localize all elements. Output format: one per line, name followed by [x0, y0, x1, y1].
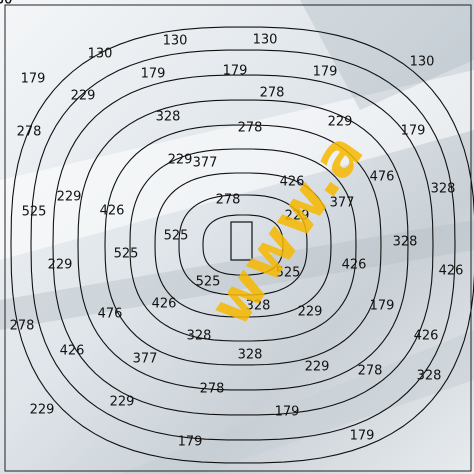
contour-line — [104, 124, 382, 366]
contour-value-label: 179 — [275, 405, 300, 420]
contour-value-label: 426 — [100, 204, 125, 219]
contour-value-label: 278 — [200, 382, 225, 397]
contour-value-label: 229 — [71, 89, 96, 104]
contour-value-label: 229 — [168, 153, 193, 168]
contour-value-label: 426 — [414, 329, 439, 344]
contour-line — [154, 172, 332, 318]
contour-value-label: 229 — [48, 258, 73, 273]
contour-value-label: 179 — [21, 72, 46, 87]
contour-value-label: 278 — [216, 193, 241, 208]
contour-value-label: 130 — [253, 33, 278, 48]
contour-value-label: 130 — [0, 0, 12, 8]
contour-value-label: 130 — [0, 0, 12, 8]
contour-value-label: 525 — [114, 247, 139, 262]
contour-value-label: 130 — [163, 34, 188, 49]
contour-line — [30, 49, 456, 441]
contour-line — [178, 194, 308, 296]
contour-value-label: 229 — [328, 115, 353, 130]
contour-value-label: 377 — [330, 196, 355, 211]
contour-value-label: 278 — [358, 364, 383, 379]
contour-value-label: 328 — [187, 329, 212, 344]
contour-line — [129, 148, 357, 342]
contour-value-label: 179 — [178, 435, 203, 450]
contour-value-label: 328 — [156, 110, 181, 125]
contour-value-label: 130 — [410, 55, 435, 70]
contour-value-label: 179 — [223, 64, 248, 79]
contour-value-label: 179 — [141, 67, 166, 82]
contour-value-label: 525 — [276, 266, 301, 281]
contour-value-label: 229 — [298, 305, 323, 320]
contour-value-label: 278 — [17, 125, 42, 140]
contour-value-label: 229 — [30, 403, 55, 418]
contour-value-label: 179 — [350, 429, 375, 444]
contour-value-label: 179 — [401, 124, 426, 139]
contour-value-label: 377 — [193, 156, 218, 171]
contour-line — [202, 214, 284, 276]
contour-value-label: 426 — [342, 258, 367, 273]
contour-value-label: 278 — [238, 121, 263, 136]
contour-value-label: 179 — [313, 65, 338, 80]
contour-value-label: 229 — [285, 209, 310, 224]
contour-value-label: 179 — [370, 299, 395, 314]
center-rectangle — [230, 221, 253, 261]
contour-value-label: 426 — [60, 344, 85, 359]
contour-value-label: 328 — [417, 369, 442, 384]
contour-value-label: 278 — [10, 319, 35, 334]
contour-line — [52, 74, 434, 416]
contour-value-label: 229 — [305, 360, 330, 375]
contour-value-label: 426 — [439, 264, 464, 279]
contour-value-label: 328 — [238, 348, 263, 363]
watermark-text: www.a — [196, 120, 377, 338]
contour-line — [77, 99, 409, 391]
contour-line — [10, 26, 474, 464]
contour-value-label: 328 — [431, 182, 456, 197]
contour-value-label: 328 — [246, 299, 271, 314]
contour-value-label: 229 — [110, 395, 135, 410]
contour-value-label: 426 — [280, 175, 305, 190]
contour-value-label: 476 — [98, 307, 123, 322]
contour-value-label: 525 — [164, 229, 189, 244]
contour-value-label: 278 — [260, 86, 285, 101]
contour-value-label: 130 — [0, 0, 12, 8]
contour-value-label: 525 — [22, 205, 47, 220]
contour-value-label: 426 — [152, 297, 177, 312]
contour-value-label: 328 — [393, 235, 418, 250]
contour-value-label: 130 — [88, 47, 113, 62]
contour-value-label: 377 — [133, 352, 158, 367]
contour-value-label: 476 — [370, 170, 395, 185]
contour-value-label: 525 — [196, 275, 221, 290]
contour-value-label: 229 — [57, 190, 82, 205]
